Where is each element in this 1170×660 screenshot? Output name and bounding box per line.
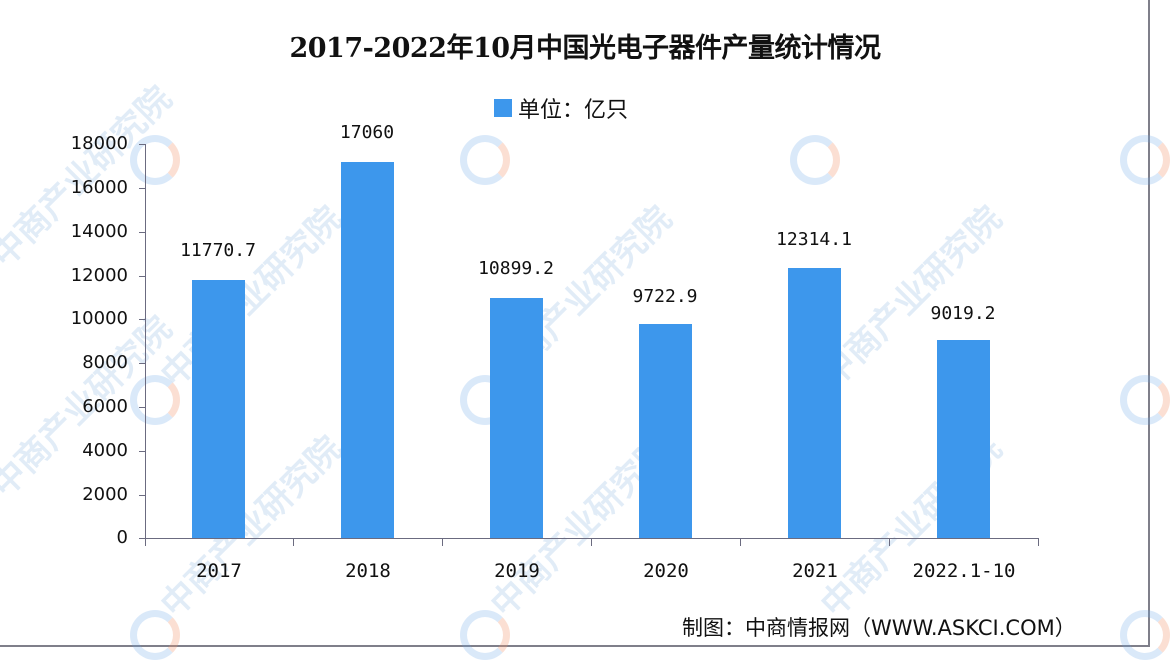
x-tick-label: 2019 bbox=[494, 560, 540, 582]
x-tick-label: 2020 bbox=[643, 560, 689, 582]
y-axis bbox=[145, 144, 146, 539]
chart-title: 2017-2022年10月中国光电子器件产量统计情况 bbox=[289, 33, 881, 64]
x-tick bbox=[740, 538, 741, 546]
y-tick-label: 2000 bbox=[82, 484, 128, 505]
y-tick bbox=[139, 276, 145, 277]
y-tick bbox=[139, 407, 145, 408]
x-tick-label: 2017 bbox=[196, 560, 242, 582]
value-label: 9019.2 bbox=[930, 303, 996, 324]
bar-2020 bbox=[639, 324, 692, 538]
x-tick-label: 2018 bbox=[345, 560, 391, 582]
value-label: 9722.9 bbox=[632, 286, 698, 307]
x-tick bbox=[293, 538, 294, 546]
legend-swatch-icon bbox=[494, 99, 512, 117]
y-tick-label: 4000 bbox=[82, 440, 128, 461]
chart-frame bbox=[0, 0, 1150, 647]
y-tick bbox=[139, 232, 145, 233]
y-tick-label: 12000 bbox=[70, 265, 128, 286]
y-tick-label: 8000 bbox=[82, 352, 128, 373]
value-label: 10899.2 bbox=[478, 258, 554, 279]
y-tick bbox=[139, 538, 145, 539]
x-tick-label: 2022.1-10 bbox=[912, 560, 1016, 582]
y-tick bbox=[139, 495, 145, 496]
y-tick-label: 0 bbox=[116, 527, 128, 548]
source-credit: 制图：中商情报网（WWW.ASKCI.COM） bbox=[682, 616, 1076, 640]
y-tick-label: 10000 bbox=[70, 308, 128, 329]
y-tick-label: 18000 bbox=[70, 133, 128, 154]
value-label: 11770.7 bbox=[180, 240, 256, 261]
x-tick bbox=[889, 538, 890, 546]
y-tick-label: 14000 bbox=[70, 221, 128, 242]
bar-2019 bbox=[490, 298, 543, 538]
x-tick bbox=[591, 538, 592, 546]
bar-2021 bbox=[788, 268, 841, 538]
y-tick-label: 6000 bbox=[82, 396, 128, 417]
legend: 单位：亿只 bbox=[494, 92, 628, 124]
y-tick bbox=[139, 188, 145, 189]
bar-2018 bbox=[341, 162, 394, 538]
value-label: 17060 bbox=[339, 122, 395, 143]
y-tick bbox=[139, 451, 145, 452]
y-tick bbox=[139, 144, 145, 145]
bar-2017 bbox=[192, 280, 245, 538]
x-tick bbox=[442, 538, 443, 546]
bar-2022-1-10 bbox=[937, 340, 990, 538]
x-tick bbox=[145, 538, 146, 546]
legend-label: 单位：亿只 bbox=[518, 98, 629, 123]
x-tick bbox=[1038, 538, 1039, 546]
y-tick-label: 16000 bbox=[70, 177, 128, 198]
y-tick bbox=[139, 319, 145, 320]
x-tick-label: 2021 bbox=[792, 560, 838, 582]
y-tick bbox=[139, 363, 145, 364]
value-label: 12314.1 bbox=[776, 229, 852, 250]
